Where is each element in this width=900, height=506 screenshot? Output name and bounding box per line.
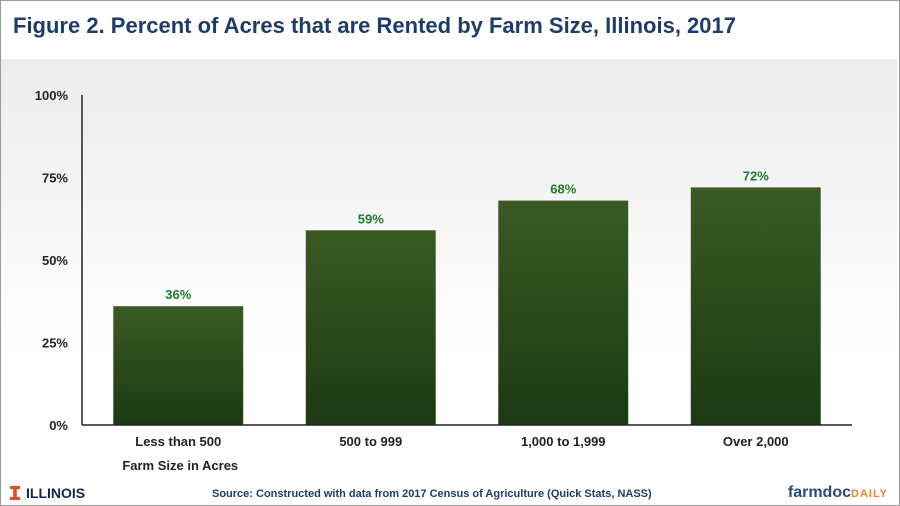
y-tick-label: 75% bbox=[42, 171, 68, 186]
bar-data-label: 72% bbox=[743, 168, 769, 183]
block-i-icon bbox=[10, 486, 20, 500]
illinois-logo: ILLINOIS bbox=[10, 485, 85, 501]
title-band: Figure 2. Percent of Acres that are Rent… bbox=[1, 1, 897, 59]
brand-secondary: DAILY bbox=[851, 488, 888, 500]
y-tick-label: 50% bbox=[42, 253, 68, 268]
x-category-label: 1,000 to 1,999 bbox=[521, 434, 606, 449]
x-category-label: Less than 500 bbox=[135, 434, 221, 449]
y-axis-ticks: 0% 25% 50% 75% 100% bbox=[35, 88, 69, 433]
data-labels: 36% 59% 68% 72% bbox=[165, 168, 769, 302]
bars bbox=[113, 187, 821, 425]
illinois-logo-text: ILLINOIS bbox=[26, 485, 86, 501]
bar bbox=[498, 200, 629, 425]
bar bbox=[690, 187, 821, 425]
y-tick-label: 100% bbox=[35, 88, 69, 103]
x-axis-categories: Less than 500 500 to 999 1,000 to 1,999 Ove… bbox=[135, 434, 788, 449]
bar bbox=[305, 230, 436, 425]
x-category-label: 500 to 999 bbox=[339, 434, 402, 449]
source-note: Source: Constructed with data from 2017 … bbox=[212, 488, 652, 500]
farmdoc-daily-logo: farmdoc DAILY bbox=[788, 484, 888, 502]
y-tick-label: 25% bbox=[42, 336, 68, 351]
x-category-label: Over 2,000 bbox=[723, 434, 789, 449]
x-axis-title: Farm Size in Acres bbox=[122, 458, 238, 473]
y-tick-label: 0% bbox=[49, 418, 68, 433]
brand-primary: farmdoc bbox=[787, 484, 851, 501]
bar-data-label: 36% bbox=[165, 287, 191, 302]
bar-data-label: 59% bbox=[358, 211, 384, 226]
bar bbox=[113, 306, 244, 425]
bar-data-label: 68% bbox=[550, 182, 576, 197]
chart-title: Figure 2. Percent of Acres that are Rent… bbox=[13, 13, 736, 38]
